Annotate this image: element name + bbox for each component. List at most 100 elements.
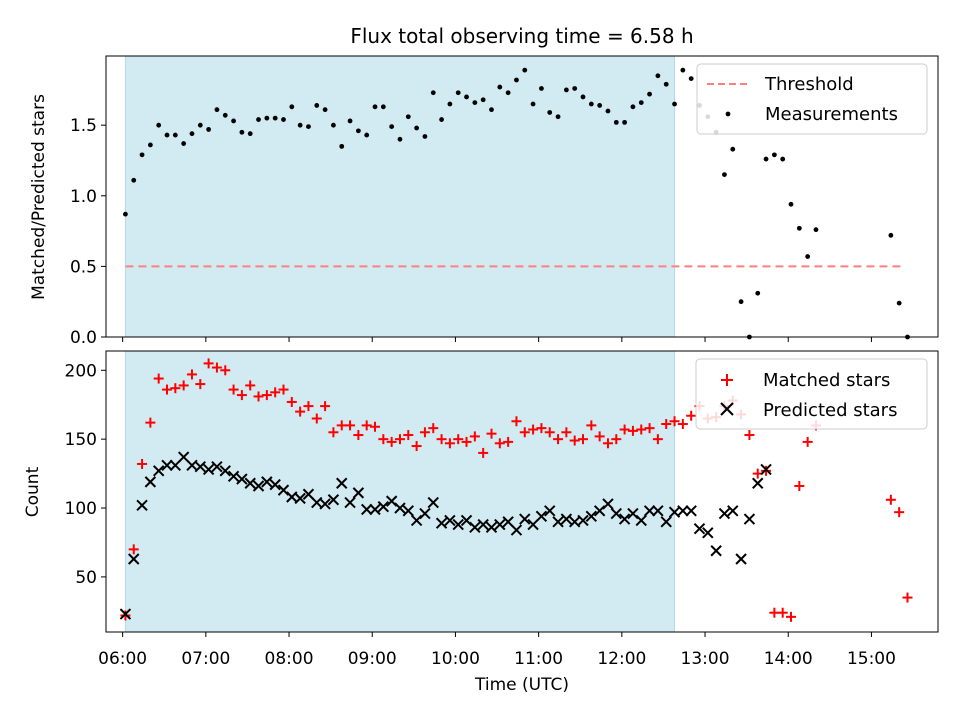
matched-star-point [186,369,197,380]
measurement-point [647,91,652,97]
measurement-point [805,254,811,259]
predicted-star-point [560,513,573,525]
measurement-point [672,101,677,107]
matched-star-point [744,430,755,441]
measurement-point [796,225,802,231]
top-y-tick-label: 0.0 [70,328,97,348]
measurement-point [630,104,636,110]
measurement-point [688,76,694,81]
measurement-point [422,134,428,139]
predicted-star-point [618,513,631,525]
top-plot-frame [105,55,939,338]
measurement-point [297,122,303,128]
matched-star-point [677,419,688,430]
predicted-star-point [760,463,772,476]
predicted-star-point [202,463,215,476]
measurement-point [397,136,403,142]
observing-window-shade [124,55,676,338]
measurement-point [455,90,461,96]
measurement-point [231,118,236,124]
matched-star-point [436,434,447,445]
predicted-star-point [219,465,231,477]
predicted-star-point [377,500,390,513]
predicted-star-point [402,505,415,517]
x-tick-label: 06:00 [98,649,147,669]
predicted-star-point [677,505,689,517]
matched-star-point [211,362,222,373]
matched-star-point [345,420,356,431]
predicted-star-point [693,522,706,535]
matched-star-point [528,424,539,435]
matched-star-point [561,427,572,438]
measurement-point [771,152,777,158]
measurement-point [663,81,669,87]
predicted-star-point [360,503,373,516]
measurement-point [539,86,544,91]
predicted-star-point [227,470,240,483]
predicted-star-point [685,505,697,517]
matched-star-point [361,420,372,431]
measurement-point [206,127,212,132]
predicted-star-point [610,507,623,520]
measurement-point [347,118,353,124]
measurement-point [480,97,486,103]
predicted-star-point [635,514,647,527]
measurement-point [530,101,536,107]
predicted-star-point [128,553,140,565]
top-legend: Threshold Measurements [696,63,928,135]
matched-star-point [461,436,472,447]
matched-star-point [669,416,680,427]
matched-star-point [403,430,414,441]
measurement-point [497,84,503,90]
matched-star-point [203,358,214,369]
matched-star-point [511,416,522,427]
matched-star-point [802,436,813,447]
measurement-point [172,132,178,138]
bottom-y-axis-label: Count [23,466,43,517]
x-tick-label: 10:00 [431,649,480,669]
measurement-point [439,117,444,122]
predicted-star-point [136,499,148,511]
top-y-tick-label: 1.5 [70,116,97,136]
measurement-point [588,101,594,107]
legend-threshold-label: Threshold [764,74,854,95]
predicted-star-point [444,514,456,527]
measurement-point [896,300,902,306]
x-tick-label: 11:00 [514,649,563,669]
predicted-star-point [252,480,265,492]
predicted-star-point [161,459,173,472]
matched-star-point [553,434,564,445]
matched-star-point [220,365,231,376]
matched-star-point [428,423,439,434]
matched-star-point [494,438,505,449]
top-y-tick-label: 0.5 [70,257,97,277]
predicted-star-point [452,518,464,531]
matched-star-point [419,427,430,438]
measurement-point [514,77,519,83]
measurement-point [505,90,511,96]
matched-star-point [353,430,364,441]
matched-star-point [902,592,913,603]
matched-star-point [453,434,464,445]
measurement-point [572,86,578,91]
legend-predicted-label: Predicted stars [763,400,897,421]
matched-star-point [278,384,289,395]
predicted-star-point [336,477,348,489]
matched-star-point [162,384,173,395]
predicted-star-point [735,553,747,565]
measurement-point [472,100,478,105]
measurement-point [264,115,270,121]
x-tick-label: 07:00 [181,649,230,669]
predicted-star-point [485,521,498,534]
x-tick-label: 12:00 [597,649,646,669]
matched-star-point [320,401,331,412]
predicted-star-point [602,498,614,510]
measurement-point [547,110,553,115]
matched-star-point [328,427,339,438]
matched-star-point [236,390,247,401]
matched-star-point [578,434,589,445]
measurement-point [139,152,145,158]
measurement-point [239,129,245,135]
matched-star-point [370,421,381,432]
predicted-star-point [352,487,365,499]
